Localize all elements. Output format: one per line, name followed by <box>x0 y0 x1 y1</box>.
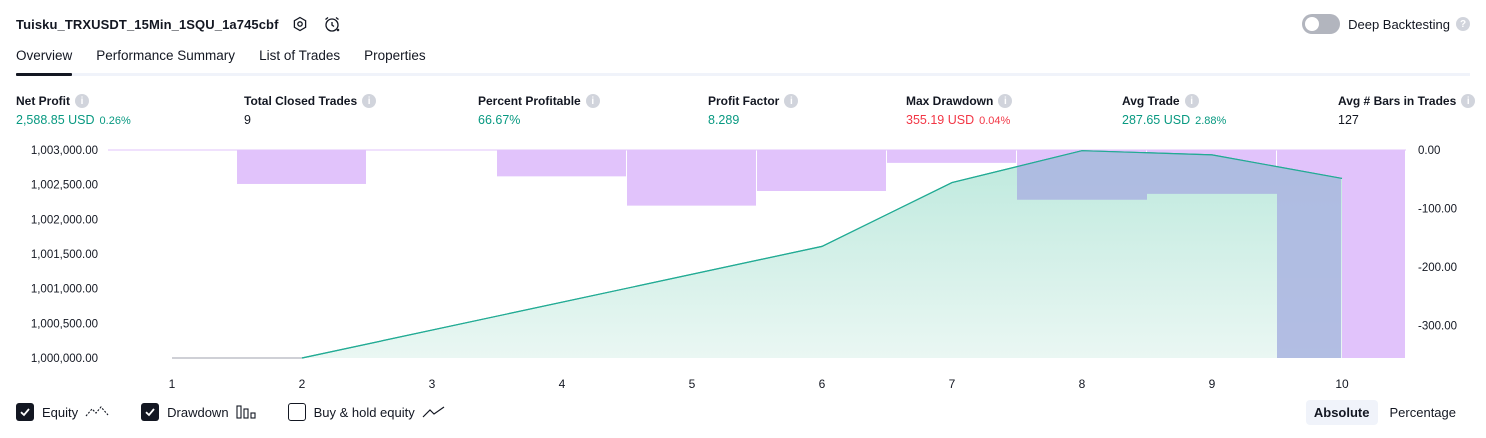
legend-label: Equity <box>42 404 79 420</box>
right-axis-tick-label: 0.00 <box>1418 145 1440 157</box>
x-axis-tick-label: 6 <box>819 377 826 391</box>
left-axis-tick-label: 1,002,000.00 <box>31 214 98 226</box>
drawdown-bar <box>887 150 1016 163</box>
legend-label: Drawdown <box>167 404 229 420</box>
metric-net-profit: Net Profit i 2,588.85 USD 0.26% <box>16 94 131 127</box>
info-icon[interactable]: i <box>784 94 799 108</box>
left-axis-tick-label: 1,001,000.00 <box>31 284 98 296</box>
metric-percent-profitable: Percent Profitable i 66.67% <box>478 94 600 127</box>
metric-max-drawdown: Max Drawdown i 355.19 USD 0.04% <box>906 94 1013 127</box>
metric-total-closed-trades: Total Closed Trades i 9 <box>244 94 377 127</box>
tab-bar: Overview Performance Summary List of Tra… <box>16 48 1470 76</box>
tab-list-of-trades[interactable]: List of Trades <box>259 48 341 63</box>
x-axis-tick-label: 1 <box>169 377 176 391</box>
drawdown-overlap <box>1277 166 1341 358</box>
info-icon[interactable]: i <box>1461 94 1476 108</box>
absolute-button[interactable]: Absolute <box>1305 400 1378 425</box>
equity-chart: 1,000,000.00 1,000,500.00 1,001,000.00 1,00… <box>0 136 1486 396</box>
x-axis-tick-label: 8 <box>1079 377 1086 391</box>
metric-value: 66.67% <box>478 113 521 127</box>
left-axis-tick-label: 1,000,000.00 <box>31 353 98 365</box>
x-axis-tick-label: 5 <box>689 377 696 391</box>
metric-label: Avg # Bars in Trades <box>1338 94 1457 108</box>
percentage-button[interactable]: Percentage <box>1389 405 1457 420</box>
metric-profit-factor: Profit Factor i 8.289 <box>708 94 799 127</box>
metric-percent: 0.26% <box>99 115 131 127</box>
checkbox-unchecked-icon[interactable] <box>287 403 306 421</box>
metric-value: 355.19 USD <box>906 113 975 127</box>
right-axis: 0.00 -100.00 -200.00 -300.00 <box>1418 145 1457 333</box>
equity-area <box>302 150 1342 358</box>
metric-label: Profit Factor <box>708 94 780 108</box>
metric-value: 8.289 <box>708 113 740 127</box>
metric-label: Total Closed Trades <box>244 94 358 108</box>
x-axis: 1 2 3 4 5 6 7 8 9 10 <box>169 377 1349 391</box>
x-axis-tick-label: 9 <box>1209 377 1216 391</box>
deep-backtesting: Deep Backtesting ? <box>1302 14 1470 34</box>
right-axis-tick-label: -200.00 <box>1418 262 1457 274</box>
drawdown-overlap <box>1147 152 1277 194</box>
info-icon[interactable]: i <box>1184 94 1199 108</box>
metric-label: Avg Trade <box>1122 94 1180 108</box>
tab-overview[interactable]: Overview <box>16 48 73 76</box>
deep-backtesting-label: Deep Backtesting <box>1348 16 1450 32</box>
equity-series <box>172 150 1343 359</box>
legend-label: Buy & hold equity <box>313 404 415 420</box>
info-icon[interactable]: i <box>585 94 600 108</box>
legend-buy-hold-equity[interactable]: Buy & hold equity <box>287 403 446 421</box>
equity-chart-svg: 1,000,000.00 1,000,500.00 1,001,000.00 1,00… <box>31 145 1457 391</box>
drawdown-bar <box>757 150 886 191</box>
right-axis-tick-label: -100.00 <box>1418 204 1457 216</box>
metric-label: Net Profit <box>16 94 70 108</box>
drawdown-bar <box>237 150 366 184</box>
drawdown-overlap <box>1017 150 1147 200</box>
metric-value: 287.65 USD <box>1122 113 1191 127</box>
metric-label: Percent Profitable <box>478 94 581 108</box>
info-icon[interactable]: i <box>998 94 1013 108</box>
equity-line-icon <box>85 405 109 419</box>
left-axis: 1,000,000.00 1,000,500.00 1,001,000.00 1,00… <box>31 145 98 365</box>
left-axis-tick-label: 1,003,000.00 <box>31 145 98 157</box>
drawdown-bar <box>497 150 626 177</box>
strategy-header: Tuisku_TRXUSDT_15Min_1SQU_1a745cbf <box>16 14 343 34</box>
tab-properties[interactable]: Properties <box>364 48 426 63</box>
metric-percent: 2.88% <box>1195 115 1227 127</box>
info-icon[interactable]: i <box>75 94 89 108</box>
legend-equity[interactable]: Equity <box>16 403 109 421</box>
chart-legend: Equity Drawdown Buy & hold equity <box>16 403 478 421</box>
x-axis-tick-label: 2 <box>299 377 306 391</box>
drawdown-bar <box>627 150 756 206</box>
x-axis-tick-label: 10 <box>1335 377 1349 391</box>
settings-icon[interactable] <box>289 13 311 35</box>
metric-avg-trade: Avg Trade i 287.65 USD 2.88% <box>1122 94 1226 127</box>
strategy-title: Tuisku_TRXUSDT_15Min_1SQU_1a745cbf <box>16 16 279 32</box>
right-axis-tick-label: -300.00 <box>1418 321 1457 333</box>
buy-hold-line-icon <box>422 405 446 419</box>
help-icon[interactable]: ? <box>1456 17 1470 31</box>
left-axis-tick-label: 1,002,500.00 <box>31 180 98 192</box>
deep-backtesting-toggle[interactable] <box>1302 14 1341 34</box>
drawdown-bars-icon <box>236 405 256 419</box>
x-axis-tick-label: 7 <box>949 377 956 391</box>
x-axis-tick-label: 3 <box>429 377 436 391</box>
tab-performance-summary[interactable]: Performance Summary <box>96 48 236 63</box>
checkbox-checked-icon[interactable] <box>141 403 160 421</box>
equity-line-top <box>301 150 1343 359</box>
info-icon[interactable]: i <box>362 94 377 108</box>
left-axis-tick-label: 1,001,500.00 <box>31 249 98 261</box>
metrics-row: Net Profit i 2,588.85 USD 0.26% Total Clos… <box>16 94 1476 130</box>
left-axis-tick-label: 1,000,500.00 <box>31 318 98 330</box>
metric-value: 127 <box>1338 113 1359 127</box>
metric-percent: 0.04% <box>979 115 1011 127</box>
metric-avg-bars: Avg # Bars in Trades i 127 <box>1338 94 1476 127</box>
x-axis-tick-label: 4 <box>559 377 566 391</box>
metric-label: Max Drawdown <box>906 94 994 108</box>
alarm-clock-icon[interactable] <box>321 13 343 35</box>
metric-value: 2,588.85 USD <box>16 113 95 127</box>
legend-drawdown[interactable]: Drawdown <box>141 403 256 421</box>
checkbox-checked-icon[interactable] <box>16 403 34 421</box>
display-mode-toggle: Absolute Percentage <box>1302 400 1464 425</box>
metric-value: 9 <box>244 113 251 127</box>
